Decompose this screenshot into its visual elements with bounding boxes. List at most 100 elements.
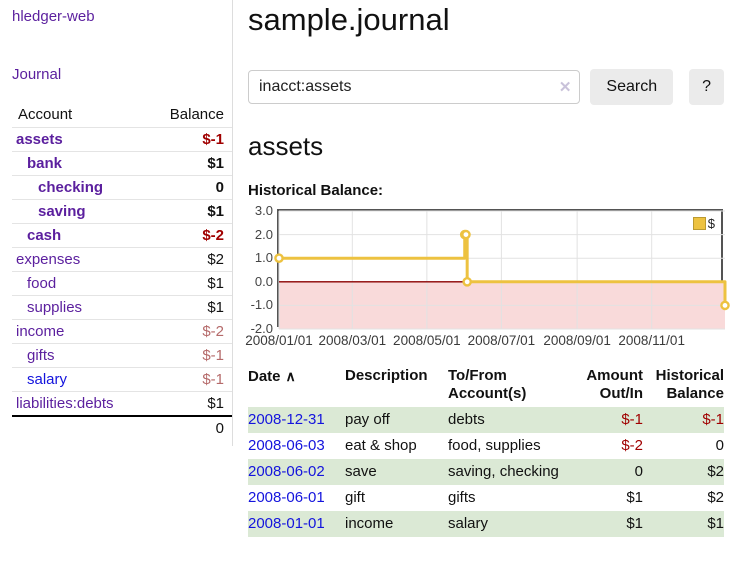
transaction-amount: 0 [634,463,643,480]
x-axis-tick-label: 2008/09/01 [543,333,611,348]
sidebar-account-link[interactable]: income [16,323,65,340]
transaction-description: eat & shop [345,437,417,454]
sidebar-account-row: supplies $1 [12,295,232,319]
sidebar-account-link[interactable]: cash [27,227,62,244]
y-axis-tick-label: 2.0 [254,226,273,242]
transaction-accounts: saving, checking [448,463,559,480]
legend-label: $ [707,216,715,231]
transaction-balance: $1 [707,515,724,532]
transaction-row: 2008-12-31 pay off debts $-1 $-1 [248,407,724,433]
transaction-description: pay off [345,411,390,428]
transaction-row: 2008-01-01 income salary $1 $1 [248,511,724,537]
y-axis-tick-label: -1.0 [250,297,273,313]
chart-title: Historical Balance: [248,182,384,199]
col-header-tofrom: To/From Account(s) [448,367,527,402]
accounts-total-row: 0 [12,415,232,440]
transaction-row: 2008-06-01 gift gifts $1 $2 [248,485,724,511]
transaction-date-link[interactable]: 2008-06-03 [248,437,325,454]
register-header-row: Date ∧ Description To/From Account(s) Amou… [248,363,724,407]
sidebar-account-balance: 0 [215,179,224,196]
sidebar-account-row: bank $1 [12,151,232,175]
transaction-row: 2008-06-02 save saving, checking 0 $2 [248,459,724,485]
sidebar-account-row: cash $-2 [12,223,232,247]
y-axis-tick-label: 1.0 [254,250,273,266]
account-heading: assets [248,131,324,161]
page-title: sample.journal [248,2,450,37]
sidebar-account-row: income $-2 [12,319,232,343]
x-axis-tick-label: 2008/01/01 [245,333,313,348]
transaction-balance: $2 [707,463,724,480]
transaction-date-link[interactable]: 2008-06-02 [248,463,325,480]
x-axis-tick-label: 2008/11/01 [618,333,685,348]
transaction-balance: $-1 [702,411,724,428]
sidebar-account-link[interactable]: assets [16,131,63,148]
accounts-table: Account Balance assets $-1 bank $1 checking 0… [12,103,232,440]
accounts-header-balance: Balance [169,106,224,123]
col-header-date[interactable]: Date ∧ [248,368,296,385]
accounts-total-value: 0 [215,420,224,437]
transaction-description: gift [345,489,366,506]
sidebar-account-link[interactable]: expenses [16,251,81,268]
x-axis-tick-label: 2008/05/01 [393,333,461,348]
sidebar-account-row: gifts $-1 [12,343,232,367]
sidebar: hledger-web Journal Account Balance asse… [0,0,233,446]
transaction-accounts: debts [448,411,485,428]
data-point-marker [720,300,730,311]
historical-balance-chart[interactable]: $3.0 2.0 1.0 0.0 -1.0 -2.0 2008/01/01 2008/03/0… [245,203,730,349]
data-point-marker [461,229,471,240]
x-axis-tick-label: 2008/03/01 [318,333,387,348]
transaction-date-link[interactable]: 2008-06-01 [248,489,325,506]
sidebar-account-link[interactable]: salary [27,371,68,388]
y-axis-tick-label: 3.0 [254,203,273,218]
sidebar-account-link[interactable]: food [27,275,57,292]
x-axis-tick-label: 2008/07/01 [467,333,536,348]
chart-legend: $ [691,216,716,231]
transaction-amount: $-1 [621,411,643,428]
accounts-header-account: Account [18,106,73,123]
search-input[interactable] [248,70,581,104]
accounts-header: Account Balance [12,103,232,127]
search-button[interactable]: Search [590,69,674,105]
y-axis-tick-label: -2.0 [250,321,273,336]
col-header-description: Description [345,367,428,384]
help-button[interactable]: ? [689,69,724,105]
clear-search-icon[interactable]: ✕ [558,79,572,96]
chart-plot-area: $ [274,209,730,330]
sidebar-account-balance: $1 [207,299,224,316]
sidebar-account-link[interactable]: gifts [27,347,55,364]
transaction-date-link[interactable]: 2008-12-31 [248,411,325,428]
sidebar-account-link[interactable]: liabilities:debts [16,395,114,412]
sidebar-account-row: liabilities:debts $1 [12,391,232,415]
data-point-marker [462,277,472,287]
transaction-accounts: food, supplies [448,437,541,454]
nav-journal-link[interactable]: Journal [12,66,62,83]
sidebar-account-balance: $1 [207,395,224,412]
y-axis-tick-label: 0.0 [254,273,273,289]
data-point-marker [274,253,284,264]
sidebar-account-link[interactable]: saving [38,203,86,220]
transaction-date-link[interactable]: 2008-01-01 [248,515,325,532]
transaction-balance: 0 [715,437,724,454]
transaction-description: income [345,515,394,532]
transaction-amount: $-2 [621,437,643,454]
transaction-amount: $1 [626,515,643,532]
brand-link[interactable]: hledger-web [12,8,95,25]
register-table: Date ∧ Description To/From Account(s) Amou… [248,363,724,537]
sidebar-account-row: food $1 [12,271,232,295]
sidebar-account-row: salary $-1 [12,367,232,391]
sidebar-account-row: expenses $2 [12,247,232,271]
sidebar-account-balance: $-2 [202,227,224,244]
sort-asc-icon: ∧ [285,368,296,384]
sidebar-account-link[interactable]: checking [38,179,104,196]
transaction-accounts: salary [448,515,489,532]
sidebar-account-balance: $1 [207,275,224,292]
sidebar-account-link[interactable]: bank [27,155,63,172]
legend-swatch-icon [692,217,706,230]
sidebar-account-balance: $-1 [202,131,224,148]
transaction-description: save [345,463,377,480]
transaction-amount: $1 [626,489,643,506]
sidebar-account-link[interactable]: supplies [27,299,83,316]
sidebar-account-balance: $1 [207,155,224,172]
sidebar-account-row: assets $-1 [12,127,232,151]
